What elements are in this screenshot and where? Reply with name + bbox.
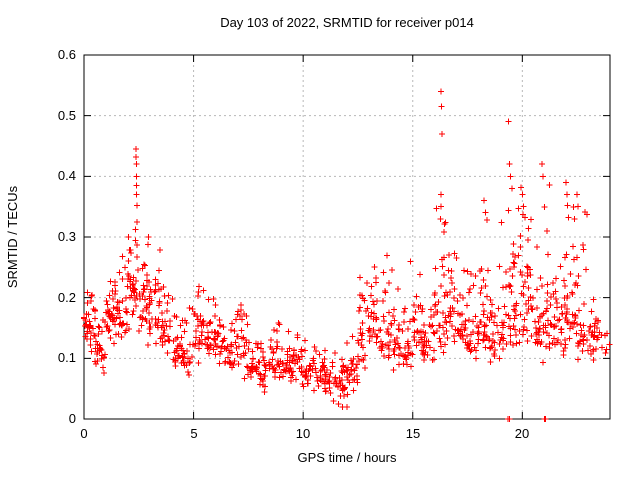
x-tick-label-10: 10 (296, 426, 310, 441)
x-axis-label: GPS time / hours (298, 450, 397, 465)
y-axis-label: SRMTID / TECUs (5, 185, 20, 288)
y-tick-labels: 0 0.1 0.2 0.3 0.4 0.5 0.6 (58, 47, 76, 426)
scatter-points (81, 88, 613, 422)
y-tick-label-0.4: 0.4 (58, 168, 76, 183)
y-tick-label-0.2: 0.2 (58, 290, 76, 305)
x-tick-label-15: 15 (406, 426, 420, 441)
chart-title: Day 103 of 2022, SRMTID for receiver p01… (220, 15, 474, 30)
gridlines (84, 55, 610, 419)
x-tick-label-5: 5 (190, 426, 197, 441)
x-tick-label-20: 20 (515, 426, 529, 441)
y-tick-label-0: 0 (69, 411, 76, 426)
y-tick-label-0.1: 0.1 (58, 350, 76, 365)
y-tick-label-0.3: 0.3 (58, 229, 76, 244)
plot-border (83, 54, 611, 420)
y-tick-label-0.5: 0.5 (58, 108, 76, 123)
x-tick-labels: 0 5 10 15 20 (80, 426, 529, 441)
y-tick-label-0.6: 0.6 (58, 47, 76, 62)
x-tick-label-0: 0 (80, 426, 87, 441)
tick-marks (83, 54, 610, 420)
